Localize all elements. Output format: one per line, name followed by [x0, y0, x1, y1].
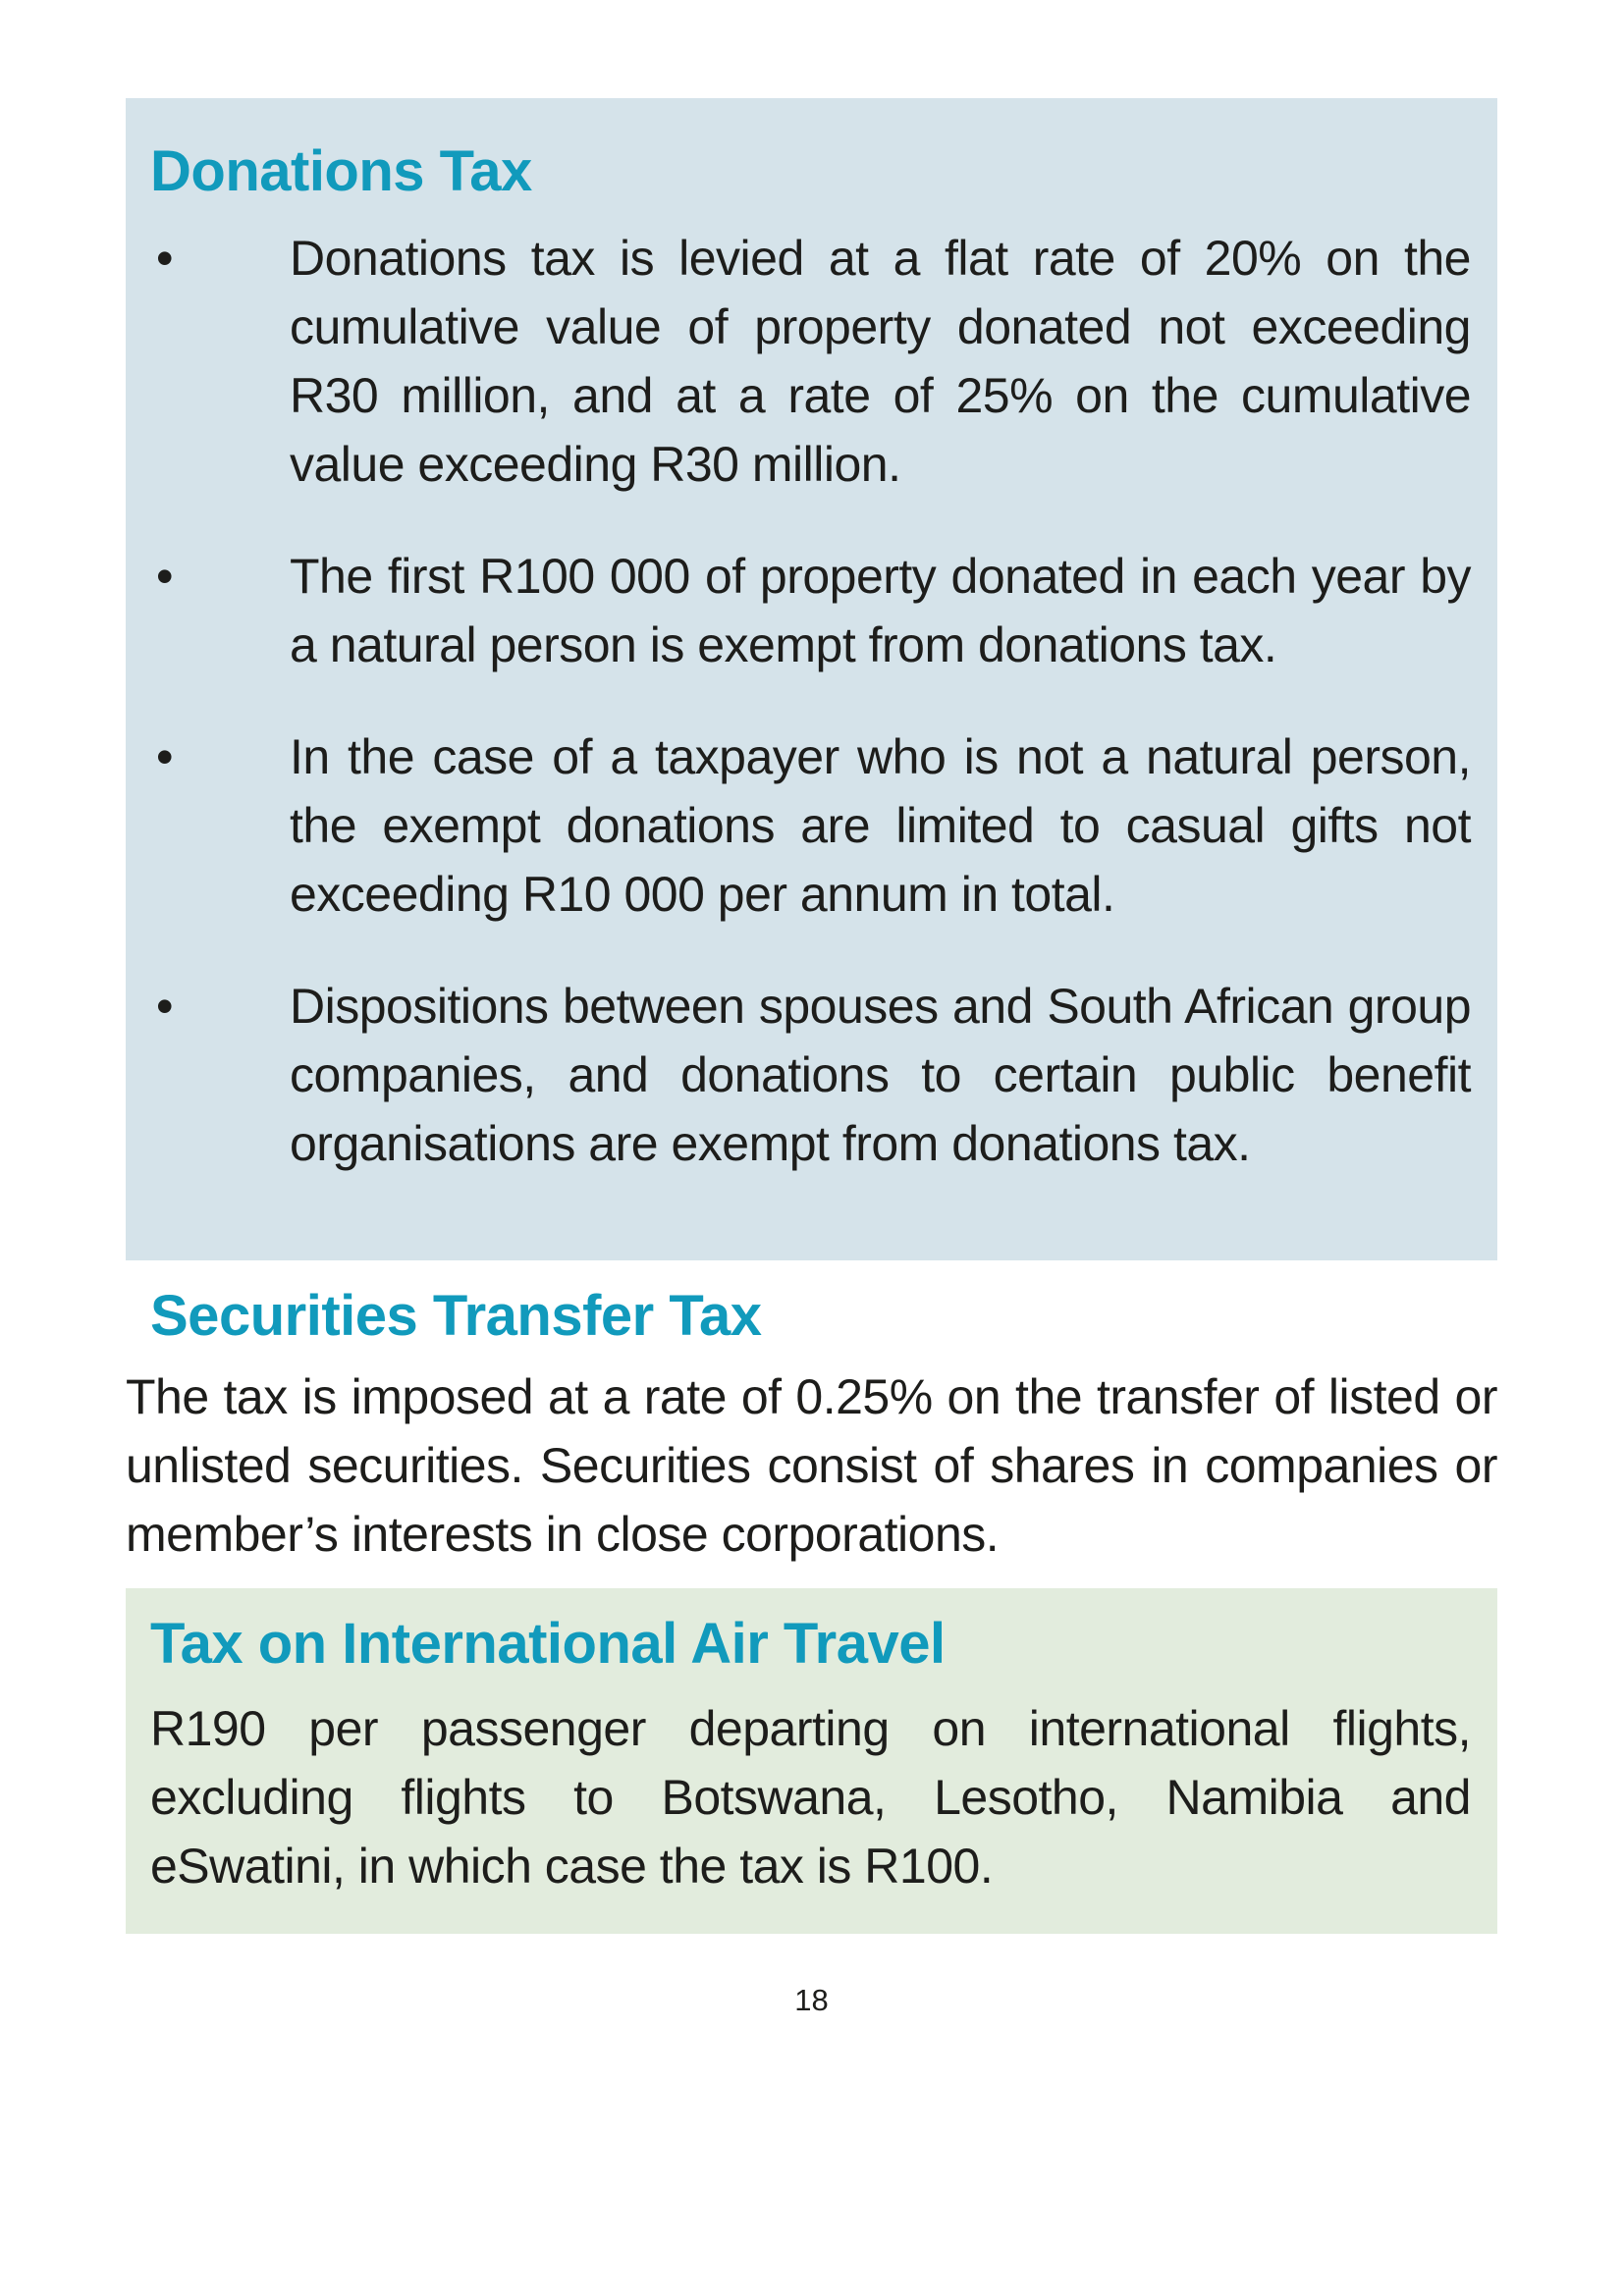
bullet-icon: •: [156, 979, 174, 1034]
donations-tax-bullet-2: • The first R100 000 of property donated…: [150, 542, 1472, 679]
air-travel-tax-heading: Tax on International Air Travel: [150, 1612, 946, 1676]
donations-tax-bullet-2-text: The first R100 000 of property donated i…: [290, 549, 1472, 672]
securities-transfer-tax-section: Securities Transfer Tax The tax is impos…: [126, 1282, 1498, 1569]
donations-tax-heading: Donations Tax: [150, 139, 532, 203]
bullet-icon: •: [156, 729, 174, 784]
content-column: Donations Tax • Donations tax is levied …: [126, 0, 1498, 2022]
donations-tax-bullet-3: • In the case of a taxpayer who is not a…: [150, 722, 1472, 929]
donations-tax-bullet-1-text: Donations tax is levied at a flat rate o…: [290, 231, 1472, 492]
donations-tax-bullet-4-text: Dispositions between spouses and South A…: [290, 979, 1472, 1171]
bullet-icon: •: [156, 549, 174, 604]
donations-tax-bullet-3-text: In the case of a taxpayer who is not a n…: [290, 729, 1472, 922]
donations-tax-bullet-4: • Dispositions between spouses and South…: [150, 972, 1472, 1178]
bullet-icon: •: [156, 231, 174, 286]
page-footer: 18: [126, 1979, 1497, 2022]
page-number: 18: [794, 1983, 829, 2017]
donations-tax-bullet-1: • Donations tax is levied at a flat rate…: [150, 224, 1472, 499]
air-travel-tax-panel: Tax on International Air Travel R190 per…: [126, 1588, 1497, 1934]
air-travel-tax-body: R190 per passenger departing on internat…: [150, 1701, 1472, 1894]
donations-tax-panel: Donations Tax • Donations tax is levied …: [126, 98, 1497, 1260]
securities-transfer-tax-heading: Securities Transfer Tax: [150, 1284, 762, 1348]
securities-transfer-tax-body: The tax is imposed at a rate of 0.25% on…: [126, 1369, 1498, 1562]
